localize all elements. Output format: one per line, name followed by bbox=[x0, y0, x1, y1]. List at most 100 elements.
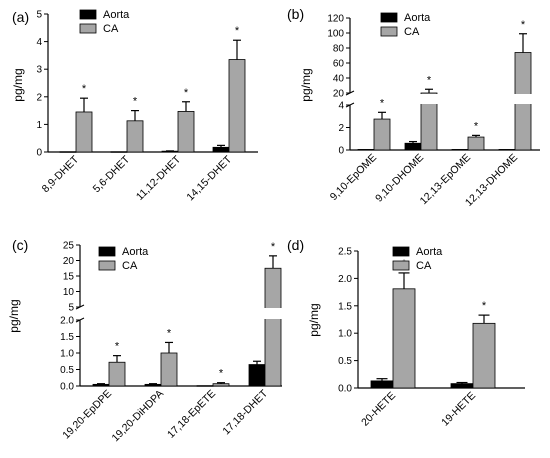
legend-swatch-ca bbox=[98, 260, 116, 271]
y-axis-label: pg/mg bbox=[307, 303, 321, 336]
y-tick-label: 40 bbox=[333, 74, 345, 85]
bar-break-gap bbox=[264, 308, 282, 319]
bar-break-gap bbox=[420, 94, 438, 104]
bar-ca bbox=[126, 120, 144, 153]
significance-marker: * bbox=[167, 327, 172, 339]
significance-marker: * bbox=[235, 25, 240, 37]
x-tick-label: 14,15-DHET bbox=[184, 153, 234, 203]
bar-ca bbox=[228, 59, 246, 153]
legend-label: Aorta bbox=[404, 12, 431, 24]
y-tick-label: 20 bbox=[333, 89, 345, 100]
bar-ca bbox=[373, 118, 391, 151]
y-axis-label: pg/mg bbox=[11, 68, 25, 101]
panel-label: (b) bbox=[287, 6, 304, 22]
bar-ca bbox=[160, 352, 178, 387]
legend-swatch-aorta bbox=[79, 9, 97, 20]
y-tick-label: 4 bbox=[36, 37, 42, 48]
bar-ca bbox=[75, 111, 93, 153]
bar-aorta bbox=[450, 383, 474, 389]
significance-marker: * bbox=[133, 96, 138, 108]
bar-aorta bbox=[212, 146, 230, 153]
y-tick-label: 2.0 bbox=[60, 316, 74, 327]
legend-swatch-ca bbox=[392, 260, 410, 271]
bar-aorta bbox=[59, 151, 77, 153]
bar-aorta bbox=[144, 383, 162, 387]
y-tick-label: 5 bbox=[36, 10, 42, 21]
y-tick-label: 0.5 bbox=[60, 365, 74, 376]
panel-label: (a) bbox=[12, 9, 29, 25]
bar-aorta bbox=[110, 151, 128, 153]
y-tick-label: 120 bbox=[327, 14, 344, 25]
y-tick-label: 0.0 bbox=[338, 384, 352, 395]
bar-ca bbox=[264, 267, 282, 387]
x-tick-label: 8,9-DHET bbox=[40, 153, 82, 195]
y-tick-label: 0.0 bbox=[60, 382, 74, 393]
panel-label: (d) bbox=[287, 237, 304, 253]
significance-marker: * bbox=[219, 368, 224, 380]
x-tick-label: 19-HETE bbox=[439, 390, 478, 429]
y-tick-label: 80 bbox=[333, 44, 345, 55]
bar-ca bbox=[177, 111, 195, 153]
y-tick-label: 2.0 bbox=[338, 274, 352, 285]
y-tick-label: 2.5 bbox=[338, 247, 352, 258]
chart-panel-d: (d)0.00.51.01.52.02.5pg/mg*20-HETE*19-HE… bbox=[287, 237, 525, 429]
y-tick-label: 5 bbox=[68, 303, 74, 314]
bar-aorta bbox=[370, 380, 394, 389]
legend-swatch-ca bbox=[380, 26, 398, 37]
legend-swatch-ca bbox=[79, 23, 97, 34]
bar-ca bbox=[472, 322, 496, 389]
bar-break-gap bbox=[514, 94, 532, 104]
legend-swatch-aorta bbox=[380, 12, 398, 23]
bar-aorta bbox=[196, 385, 214, 387]
y-tick-label: 1.0 bbox=[338, 329, 352, 340]
x-tick-label: 20-HETE bbox=[359, 390, 398, 429]
legend-label: CA bbox=[103, 23, 119, 35]
y-tick-label: 3 bbox=[36, 65, 42, 76]
y-tick-label: 25 bbox=[63, 241, 75, 252]
legend-label: CA bbox=[122, 260, 138, 272]
significance-marker: * bbox=[380, 97, 385, 109]
bar-ca bbox=[392, 288, 416, 389]
y-tick-label: 60 bbox=[333, 59, 345, 70]
legend-label: Aorta bbox=[416, 246, 443, 258]
y-axis-label: pg/mg bbox=[299, 68, 313, 101]
bar-aorta bbox=[404, 142, 422, 151]
y-tick-label: 1.0 bbox=[60, 349, 74, 360]
significance-marker: * bbox=[482, 300, 487, 312]
y-axis-label: pg/mg bbox=[7, 299, 21, 332]
y-tick-label: 1 bbox=[36, 120, 42, 131]
significance-marker: * bbox=[521, 19, 526, 31]
x-tick-label: 11,12-DHET bbox=[134, 153, 184, 203]
bar-aorta bbox=[498, 149, 516, 151]
legend-label: Aorta bbox=[103, 9, 130, 21]
y-tick-label: 20 bbox=[63, 256, 75, 267]
chart-panel-b: (b)02420406080100120pg/mg*9,10-EpOME*9,1… bbox=[287, 6, 540, 209]
significance-marker: * bbox=[184, 87, 189, 99]
bar-aorta bbox=[357, 149, 375, 151]
x-tick-label: 19,20-DiHDPA bbox=[109, 388, 166, 445]
y-tick-label: 0 bbox=[36, 148, 42, 159]
x-tick-label: 17,18-EpETE bbox=[165, 388, 218, 441]
y-tick-label: 0 bbox=[338, 146, 344, 157]
significance-marker: * bbox=[115, 341, 120, 353]
x-tick-label: 17,18-DHET bbox=[220, 387, 270, 437]
panel-label: (c) bbox=[12, 237, 28, 253]
x-tick-label: 5,6-DHET bbox=[91, 153, 133, 195]
significance-marker: * bbox=[82, 83, 87, 95]
x-tick-label: 19,20-EpDPE bbox=[60, 388, 114, 442]
y-tick-label: 1.5 bbox=[60, 332, 74, 343]
legend-label: CA bbox=[404, 26, 420, 38]
significance-marker: * bbox=[474, 120, 479, 132]
bar-ca bbox=[212, 383, 230, 387]
y-tick-label: 0.5 bbox=[338, 356, 352, 367]
bar-aorta bbox=[451, 149, 469, 151]
bar-ca bbox=[108, 361, 126, 387]
significance-marker: * bbox=[427, 74, 432, 86]
legend-label: Aorta bbox=[122, 246, 149, 258]
y-tick-label: 1.5 bbox=[338, 301, 352, 312]
chart-panel-c: (c) 0.0 0.5 1.0 1.5 2.0 5 10 15 20 25 pg/mg * 19,20-E… bbox=[7, 237, 282, 444]
bar-aorta bbox=[92, 383, 110, 387]
y-tick-label: 2 bbox=[36, 92, 42, 103]
legend-swatch-aorta bbox=[392, 246, 410, 257]
